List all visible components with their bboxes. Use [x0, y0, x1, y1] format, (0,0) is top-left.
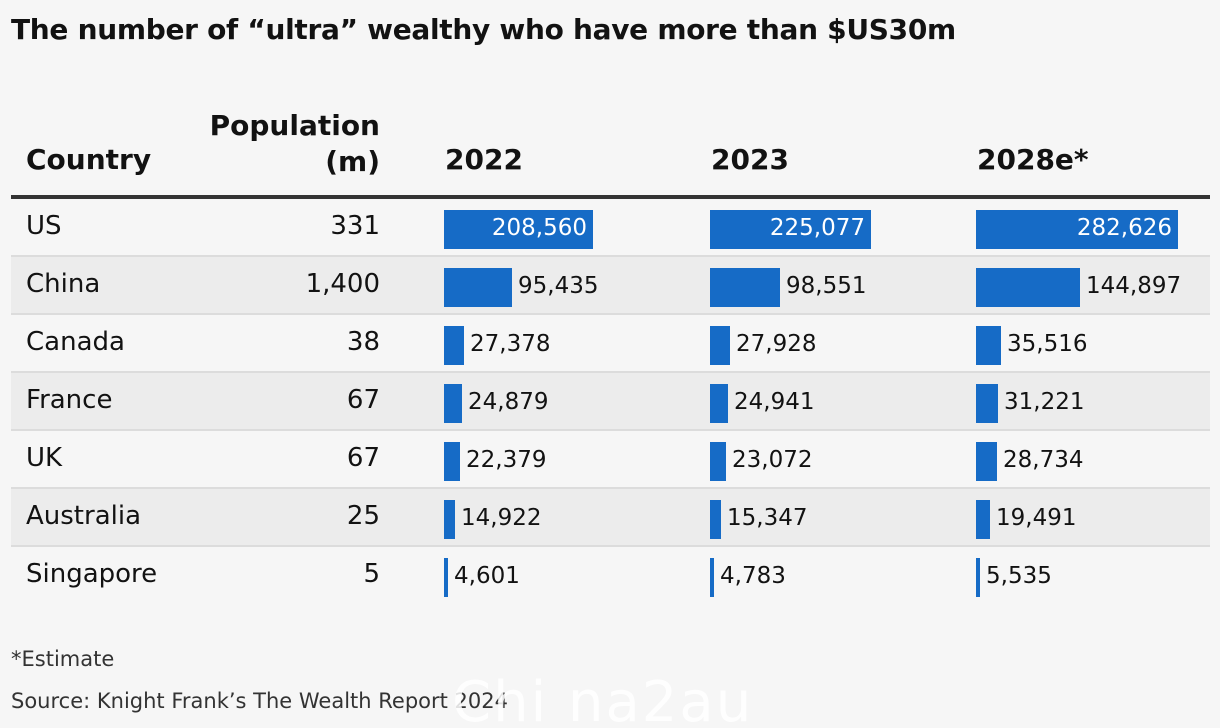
- table-row: UK 67 22,379 23,072 28,734: [11, 431, 1210, 489]
- country-label: Australia: [26, 501, 142, 531]
- source-note: Source: Knight Frank’s The Wealth Report…: [11, 689, 508, 713]
- bar-2023: [710, 500, 721, 539]
- data-label: 5,535: [986, 563, 1052, 589]
- population-value: 331: [330, 211, 380, 241]
- watermark: Chi na2au: [452, 670, 754, 728]
- bar-2023: [710, 268, 780, 307]
- header-population: Population (m): [210, 108, 380, 180]
- country-label: China: [26, 269, 101, 299]
- table-row: Australia 25 14,922 15,347 19,491: [11, 489, 1210, 547]
- bar-2023: [710, 442, 726, 481]
- data-label: 19,491: [996, 505, 1077, 531]
- bar-2022: [444, 442, 460, 481]
- data-label: 27,378: [470, 331, 551, 357]
- bar-2022: [444, 558, 448, 597]
- data-label: 144,897: [1086, 273, 1182, 299]
- header-year-2022: 2022: [445, 143, 523, 176]
- table-row: Canada 38 27,378 27,928 35,516: [11, 315, 1210, 373]
- bar-2022: [444, 326, 464, 365]
- header-population-line1: Population: [209, 109, 380, 142]
- bar-2028e: [976, 442, 997, 481]
- header-year-2028e: 2028e*: [977, 143, 1089, 176]
- bar-2023: [710, 326, 730, 365]
- bar-2022: [444, 268, 512, 307]
- bar-2028e: [976, 210, 1178, 249]
- country-label: Canada: [26, 327, 125, 357]
- country-label: US: [26, 211, 62, 241]
- data-label: 95,435: [518, 273, 599, 299]
- bar-2028e: [976, 558, 980, 597]
- footnote: *Estimate: [11, 647, 115, 671]
- population-value: 25: [346, 501, 380, 531]
- population-value: 67: [346, 443, 380, 473]
- population-value: 5: [363, 559, 380, 589]
- data-label: 35,516: [1007, 331, 1088, 357]
- data-label: 15,347: [727, 505, 808, 531]
- bar-2022: [444, 384, 462, 423]
- population-value: 1,400: [305, 269, 380, 299]
- data-label: 282,626: [1076, 215, 1172, 241]
- header-rule: [11, 195, 1210, 199]
- data-label: 28,734: [1003, 447, 1084, 473]
- header-population-line2: (m): [325, 145, 380, 178]
- table-row: Singapore 5 4,601 4,783 5,535: [11, 547, 1210, 605]
- header-year-2023: 2023: [711, 143, 789, 176]
- data-label: 4,783: [720, 563, 786, 589]
- bar-2023: [710, 210, 871, 249]
- bar-2023: [710, 558, 714, 597]
- data-label: 24,879: [468, 389, 549, 415]
- data-label: 22,379: [466, 447, 547, 473]
- bar-2028e: [976, 500, 990, 539]
- data-label: 208,560: [491, 215, 587, 241]
- data-label: 225,077: [769, 215, 865, 241]
- chart-title: The number of “ultra” wealthy who have m…: [11, 13, 956, 46]
- data-label: 23,072: [732, 447, 813, 473]
- bar-2022: [444, 500, 455, 539]
- data-label: 4,601: [454, 563, 520, 589]
- bar-2028e: [976, 326, 1001, 365]
- table-row: US 331 208,560 225,077 282,626: [11, 199, 1210, 257]
- data-label: 31,221: [1004, 389, 1085, 415]
- data-label: 24,941: [734, 389, 815, 415]
- header-country: Country: [26, 143, 152, 176]
- country-label: Singapore: [26, 559, 158, 589]
- table-row: China 1,400 95,435 98,551 144,897: [11, 257, 1210, 315]
- population-value: 67: [346, 385, 380, 415]
- bar-2023: [710, 384, 728, 423]
- table-row: France 67 24,879 24,941 31,221: [11, 373, 1210, 431]
- data-label: 14,922: [461, 505, 542, 531]
- bar-2028e: [976, 268, 1080, 307]
- country-label: France: [26, 385, 113, 415]
- bar-2022: [444, 210, 593, 249]
- country-label: UK: [26, 443, 63, 473]
- population-value: 38: [346, 327, 380, 357]
- data-label: 27,928: [736, 331, 817, 357]
- bar-2028e: [976, 384, 998, 423]
- data-label: 98,551: [786, 273, 867, 299]
